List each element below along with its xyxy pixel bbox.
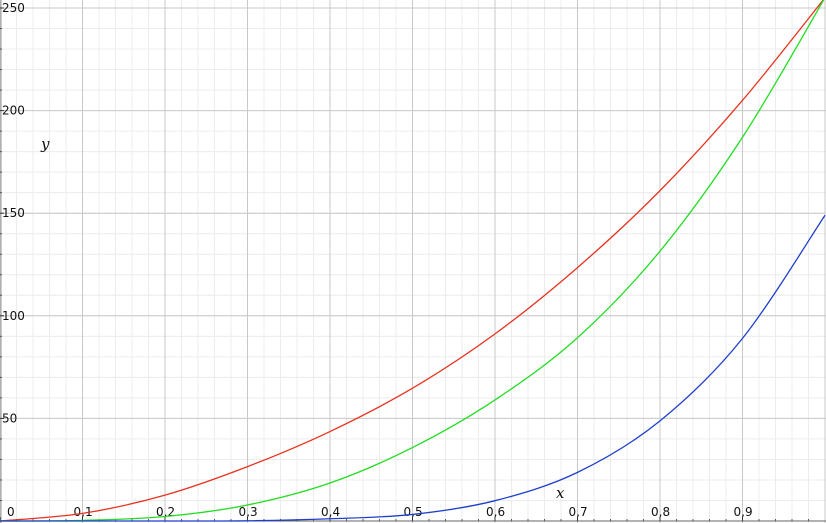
x-tick-label: 0: [7, 505, 15, 519]
y-tick-label: 100: [2, 309, 25, 323]
series-line-3: [0, 214, 826, 522]
x-tick-label: 0,4: [321, 505, 340, 519]
y-axis-label: y: [40, 135, 50, 153]
y-tick-label: 200: [2, 104, 25, 118]
x-tick-label: 0,1: [74, 505, 93, 519]
x-tick-label: 0,7: [569, 505, 588, 519]
y-tick-label: 50: [2, 411, 17, 425]
x-axis-label: x: [556, 484, 565, 502]
x-tick-label: 0,5: [404, 505, 423, 519]
x-tick-label: 0,3: [239, 505, 258, 519]
x-tick-label: 0,6: [486, 505, 505, 519]
y-tick-label: 250: [2, 1, 25, 15]
x-tick-label: 0,8: [651, 505, 670, 519]
y-axis: 250 200 150 100 50: [0, 1, 25, 501]
y-tick-label: 150: [2, 206, 25, 220]
x-tick-label: 0,9: [734, 505, 753, 519]
